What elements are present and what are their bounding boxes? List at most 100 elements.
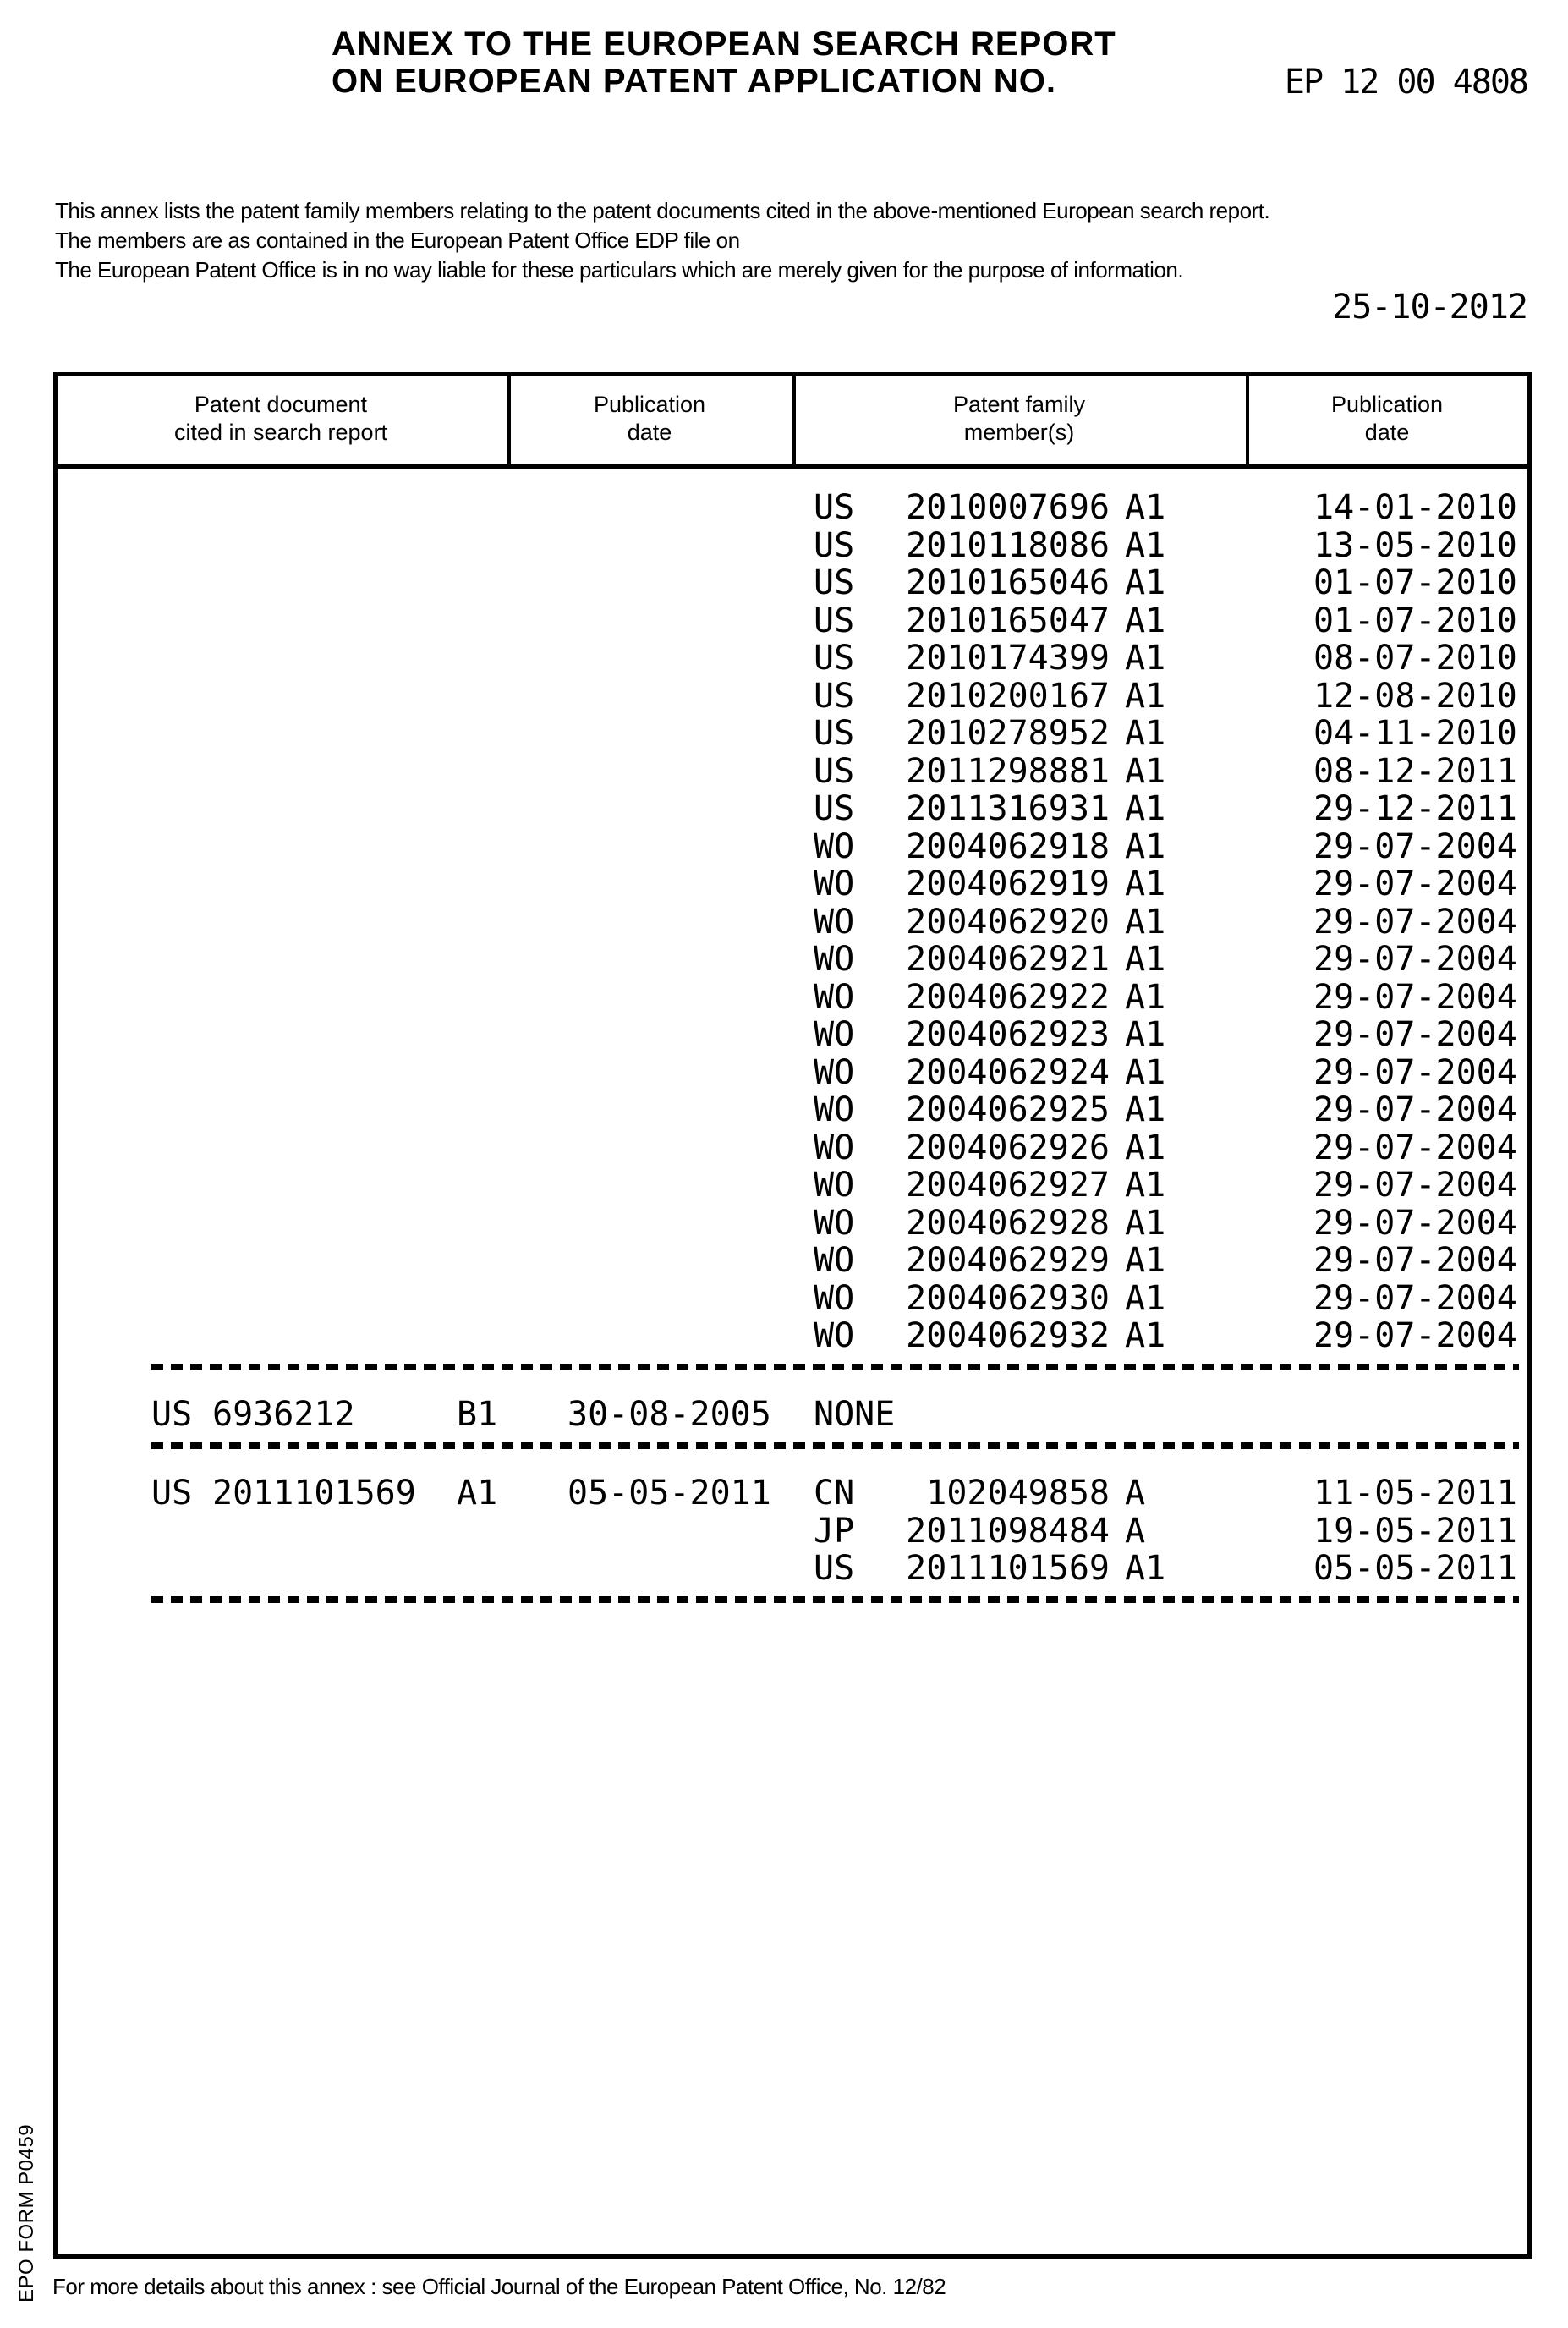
family-number: 2010174399 — [906, 639, 1110, 678]
epo-form-id: EPO FORM P0459 — [15, 2123, 38, 2303]
family-country: WO — [814, 1015, 855, 1054]
family-country: US — [814, 752, 855, 791]
cited-document-row: US 2011101569 A1 05-05-2011 CN 102049858 A 11-0… — [0, 1474, 1568, 1512]
family-member-row: WO 2004062928 A1 29-07-2004 — [0, 1205, 1568, 1242]
family-number: 2004062932 — [906, 1316, 1110, 1355]
family-kind-code: A1 — [1125, 563, 1166, 602]
cited-number: 2011101569 — [212, 1474, 416, 1513]
cited-kind-code: A1 — [457, 1474, 498, 1513]
header-divider-3 — [1246, 372, 1249, 469]
intro-line-1: This annex lists the patent family membe… — [55, 198, 1270, 223]
family-publication-date: 12-08-2010 — [1313, 677, 1517, 716]
family-country: US — [814, 488, 855, 527]
family-member-row: JP 2011098484 A 19-05-2011 — [0, 1513, 1568, 1550]
family-number: 2004062922 — [906, 978, 1110, 1017]
family-number: 2011298881 — [906, 752, 1110, 791]
family-number: 102049858 — [926, 1474, 1110, 1513]
family-country: WO — [814, 827, 855, 866]
family-number: 2004062923 — [906, 1015, 1110, 1054]
family-kind-code: A1 — [1125, 827, 1166, 866]
family-publication-date: 29-07-2004 — [1313, 940, 1517, 979]
family-country: US — [814, 526, 855, 565]
family-country: WO — [814, 940, 855, 979]
family-country: JP — [814, 1512, 855, 1551]
family-number: 2010165046 — [906, 563, 1110, 602]
family-publication-date: 29-07-2004 — [1313, 1090, 1517, 1129]
family-country: WO — [814, 1279, 855, 1318]
family-number: 2010200167 — [906, 677, 1110, 716]
dashed-separator — [151, 1596, 1519, 1603]
family-country: US — [814, 714, 855, 753]
family-kind-code: A1 — [1125, 789, 1166, 828]
cited-country: US — [151, 1474, 193, 1513]
header-divider-2 — [792, 372, 796, 469]
family-country: WO — [814, 1241, 855, 1280]
col-header-patent-family: Patent family member(s) — [952, 392, 1086, 445]
family-member-row: US 2011316931 A1 29-12-2011 — [0, 790, 1568, 827]
family-member-row: US 2011101569 A1 05-05-2011 — [0, 1550, 1568, 1587]
family-country: US — [814, 601, 855, 640]
family-publication-date: 14-01-2010 — [1313, 488, 1517, 527]
family-kind-code: A1 — [1125, 1128, 1166, 1167]
family-member-row: WO 2004062922 A1 29-07-2004 — [0, 979, 1568, 1016]
family-publication-date: 05-05-2011 — [1313, 1549, 1517, 1588]
family-country: WO — [814, 1090, 855, 1129]
family-kind-code: A1 — [1125, 601, 1166, 640]
family-publication-date: 29-07-2004 — [1313, 978, 1517, 1017]
family-member-row: WO 2004062927 A1 29-07-2004 — [0, 1167, 1568, 1204]
family-member-row: WO 2004062920 A1 29-07-2004 — [0, 903, 1568, 941]
family-kind-code: A1 — [1125, 1279, 1166, 1318]
document-title: ANNEX TO THE EUROPEAN SEARCH REPORT ON E… — [332, 25, 1116, 100]
footer-note: For more details about this annex : see … — [52, 2274, 946, 2299]
family-kind-code: A1 — [1125, 1549, 1166, 1588]
col-header-cited-document: Patent document cited in search report — [173, 392, 388, 445]
family-publication-date: 19-05-2011 — [1313, 1512, 1517, 1551]
family-country: WO — [814, 1204, 855, 1243]
family-kind-code: A1 — [1125, 526, 1166, 565]
family-number: 2011098484 — [906, 1512, 1110, 1551]
family-kind-code: A1 — [1125, 978, 1166, 1017]
family-kind-code: A1 — [1125, 1316, 1166, 1355]
family-kind-code: A1 — [1125, 752, 1166, 791]
family-country: US — [814, 677, 855, 716]
family-country: US — [814, 1549, 855, 1588]
family-publication-date: 29-07-2004 — [1313, 865, 1517, 903]
family-member-row: US 2010174399 A1 08-07-2010 — [0, 640, 1568, 677]
family-number: 2004062920 — [906, 903, 1110, 942]
family-publication-date: 13-05-2010 — [1313, 526, 1517, 565]
family-member-row: US 2010007696 A1 14-01-2010 — [0, 489, 1568, 526]
family-number: 2004062919 — [906, 865, 1110, 903]
family-publication-date: 08-07-2010 — [1313, 639, 1517, 678]
family-publication-date: 01-07-2010 — [1313, 601, 1517, 640]
family-number: 2004062925 — [906, 1090, 1110, 1129]
title-line-1: ANNEX TO THE EUROPEAN SEARCH REPORT — [332, 25, 1116, 63]
family-country: WO — [814, 1166, 855, 1205]
family-number: 2004062918 — [906, 827, 1110, 866]
family-country: WO — [814, 978, 855, 1017]
family-number: 2004062927 — [906, 1166, 1110, 1205]
intro-paragraph: This annex lists the patent family membe… — [55, 196, 1270, 285]
title-line-2: ON EUROPEAN PATENT APPLICATION NO. — [332, 63, 1056, 100]
family-publication-date: 29-07-2004 — [1313, 1128, 1517, 1167]
family-publication-date: 29-07-2004 — [1313, 827, 1517, 866]
family-country: WO — [814, 1053, 855, 1092]
family-kind-code: A1 — [1125, 714, 1166, 753]
family-number: 2010278952 — [906, 714, 1110, 753]
family-kind-code: A1 — [1125, 488, 1166, 527]
family-number: 2004062921 — [906, 940, 1110, 979]
family-member-row: WO 2004062930 A1 29-07-2004 — [0, 1280, 1568, 1317]
cited-country: US — [151, 1395, 193, 1434]
family-publication-date: 29-07-2004 — [1313, 1279, 1517, 1318]
family-member-row: WO 2004062918 A1 29-07-2004 — [0, 828, 1568, 865]
table-border-bottom — [53, 2254, 1532, 2259]
cited-number: 6936212 — [212, 1395, 355, 1434]
family-kind-code: A1 — [1125, 1015, 1166, 1054]
family-member-row: WO 2004062921 A1 29-07-2004 — [0, 941, 1568, 978]
family-country: US — [814, 789, 855, 828]
family-kind-code: A1 — [1125, 1053, 1166, 1092]
intro-line-3: The European Patent Office is in no way … — [55, 257, 1184, 283]
family-publication-date: 29-07-2004 — [1313, 903, 1517, 942]
family-country: US — [814, 563, 855, 602]
family-member-row: WO 2004062929 A1 29-07-2004 — [0, 1242, 1568, 1279]
